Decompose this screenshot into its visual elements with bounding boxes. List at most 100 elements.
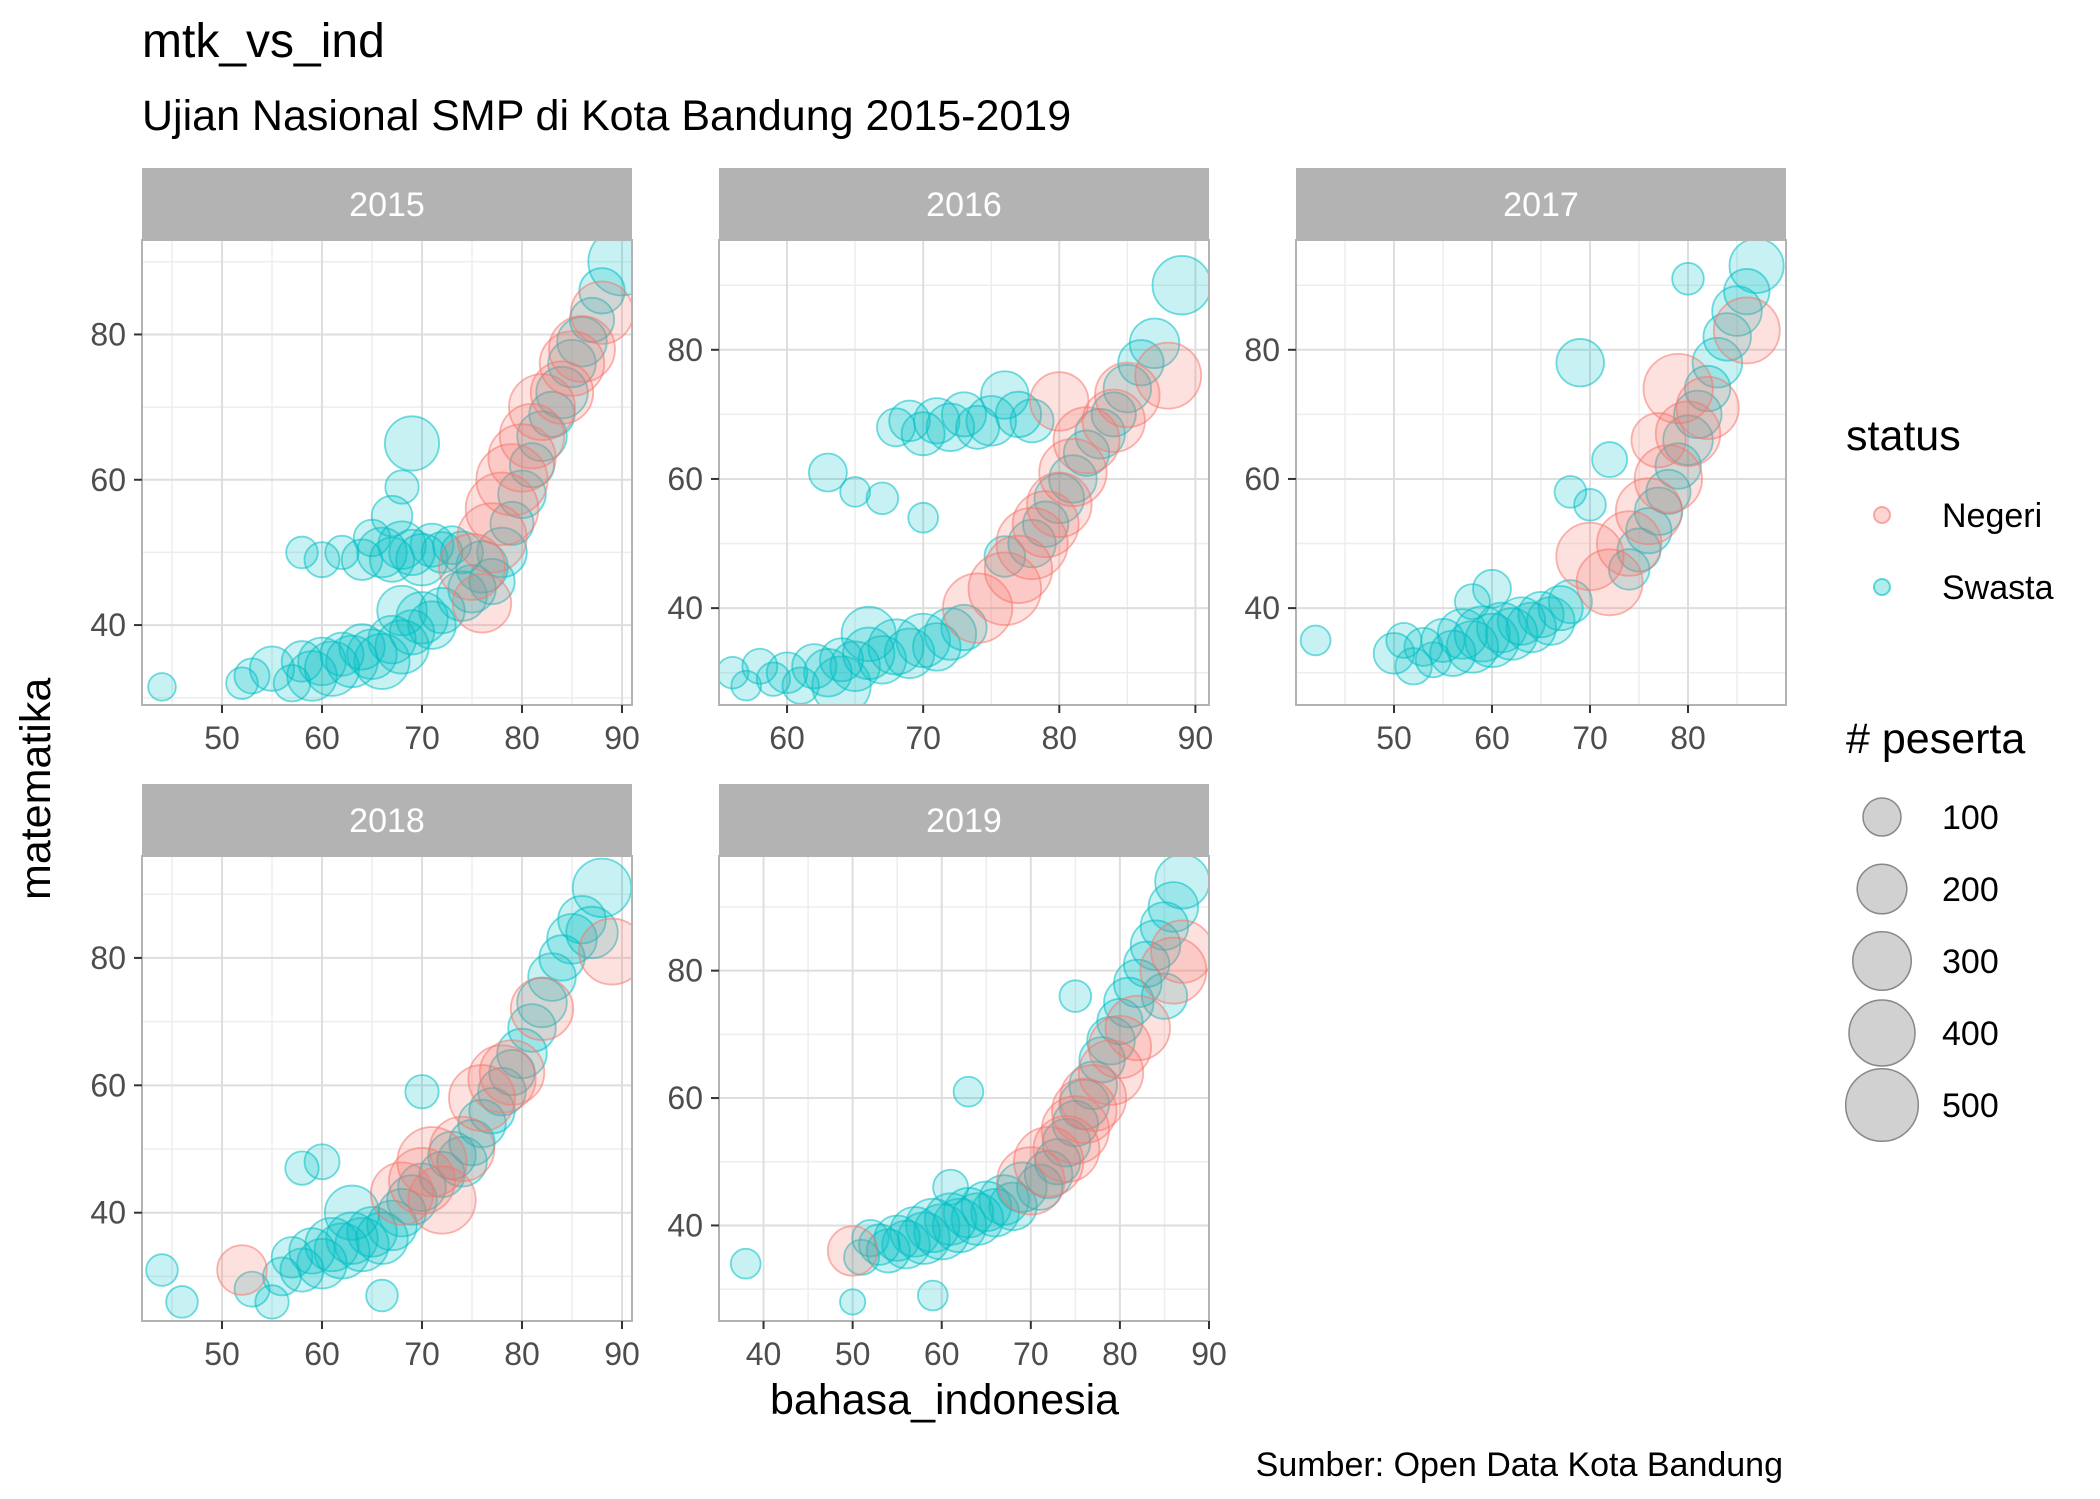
data-point-swasta xyxy=(1062,429,1111,477)
data-point-swasta xyxy=(950,1192,1005,1246)
data-point-negeri xyxy=(369,1161,435,1226)
data-point-swasta xyxy=(807,452,848,493)
data-point-swasta xyxy=(376,584,428,637)
y-tick-label: 40 xyxy=(90,1195,126,1231)
data-point-swasta xyxy=(1453,605,1511,663)
x-tick-label: 60 xyxy=(1474,720,1510,756)
x-tick-label: 80 xyxy=(504,720,540,756)
y-tick-label: 60 xyxy=(90,1067,126,1103)
data-point-negeri xyxy=(1040,1095,1110,1165)
panel-border xyxy=(718,239,1210,706)
data-point-swasta xyxy=(1553,475,1588,509)
panel-background xyxy=(142,240,632,705)
chart-title: mtk_vs_ind xyxy=(142,15,385,68)
data-point-swasta xyxy=(839,476,871,508)
x-tick-label: 80 xyxy=(504,1336,540,1372)
x-tick-label: 60 xyxy=(304,720,340,756)
data-point-negeri xyxy=(448,1064,516,1132)
x-tick-label: 40 xyxy=(746,1336,782,1372)
data-point-negeri xyxy=(1059,1064,1128,1132)
data-point-swasta xyxy=(370,494,414,538)
points-layer xyxy=(719,255,1209,705)
data-point-swasta xyxy=(913,1203,971,1261)
data-point-negeri xyxy=(1038,437,1108,508)
data-point-negeri xyxy=(578,917,632,986)
data-point-swasta xyxy=(1048,454,1098,504)
data-point-swasta xyxy=(1591,441,1629,479)
data-point-swasta xyxy=(323,1184,381,1241)
x-tick-label: 50 xyxy=(835,1336,871,1372)
data-point-swasta xyxy=(888,399,931,443)
facet-strip-label: 2015 xyxy=(349,186,425,224)
data-point-swasta xyxy=(1394,647,1433,686)
legend-label-negeri: Negeri xyxy=(1942,497,2042,535)
x-tick-label: 70 xyxy=(905,720,941,756)
data-point-swasta xyxy=(383,415,441,472)
x-tick-label: 80 xyxy=(1041,720,1077,756)
data-point-swasta xyxy=(1555,338,1605,388)
data-point-swasta xyxy=(384,469,420,505)
x-tick-label: 60 xyxy=(304,1336,340,1372)
data-point-negeri xyxy=(1596,510,1663,577)
y-tick-label: 40 xyxy=(1244,590,1280,626)
data-point-negeri xyxy=(428,1115,496,1183)
data-point-swasta xyxy=(254,1284,290,1320)
x-tick-label: 80 xyxy=(1670,720,1706,756)
data-point-swasta xyxy=(1476,601,1528,654)
data-point-negeri xyxy=(569,280,632,345)
data-point-swasta xyxy=(940,391,988,438)
data-point-swasta xyxy=(1009,398,1055,444)
data-point-swasta xyxy=(1573,488,1607,522)
data-point-negeri xyxy=(942,572,1014,644)
panel-border xyxy=(1295,239,1787,706)
legend-key-negeri xyxy=(1873,506,1891,524)
data-point-negeri xyxy=(1654,400,1722,467)
data-point-negeri xyxy=(967,551,1043,626)
data-point-negeri xyxy=(1134,341,1203,410)
data-point-swasta xyxy=(165,1285,199,1319)
data-point-swasta xyxy=(730,669,763,702)
legend-key-swasta xyxy=(1873,578,1891,596)
data-point-swasta xyxy=(1102,363,1153,414)
data-point-swasta xyxy=(839,1288,867,1316)
facet-strip-label: 2019 xyxy=(926,802,1002,840)
data-point-swasta xyxy=(791,643,838,690)
data-point-swasta xyxy=(303,541,341,579)
x-tick-label: 70 xyxy=(404,720,440,756)
panel-background xyxy=(142,856,632,1321)
data-point-negeri xyxy=(456,502,528,574)
data-point-swasta xyxy=(1702,312,1752,362)
legend-size-label: 200 xyxy=(1942,871,1999,909)
y-tick-label: 60 xyxy=(1244,461,1280,497)
facet-strip-bg xyxy=(142,168,632,240)
chart-subtitle: Ujian Nasional SMP di Kota Bandung 2015-… xyxy=(142,92,1072,140)
data-point-negeri xyxy=(826,1225,879,1277)
data-point-swasta xyxy=(319,631,365,677)
x-tick-label: 70 xyxy=(404,1336,440,1372)
data-point-negeri xyxy=(1087,1015,1153,1080)
data-point-swasta xyxy=(1058,979,1093,1013)
data-point-swasta xyxy=(719,655,750,690)
data-point-swasta xyxy=(907,501,939,534)
x-tick-label: 50 xyxy=(204,1336,240,1372)
legend-size-key xyxy=(1848,999,1916,1067)
data-point-negeri xyxy=(983,534,1054,604)
facet-strip-label: 2017 xyxy=(1503,186,1579,224)
data-point-negeri xyxy=(995,506,1069,581)
data-point-swasta xyxy=(365,1278,399,1313)
data-point-swasta xyxy=(1090,391,1137,438)
data-point-swasta xyxy=(1662,414,1714,466)
data-point-swasta xyxy=(1299,624,1332,657)
data-point-swasta xyxy=(334,1216,390,1273)
data-point-swasta xyxy=(1728,240,1785,294)
x-tick-label: 50 xyxy=(204,720,240,756)
legend-size-key xyxy=(1844,1067,1920,1143)
chart-caption: Sumber: Open Data Kota Bandung xyxy=(1255,1446,1783,1484)
y-tick-label: 40 xyxy=(90,607,126,643)
legend-size-label: 500 xyxy=(1942,1087,1999,1125)
data-point-swasta xyxy=(923,1192,978,1246)
data-point-negeri xyxy=(538,330,606,397)
data-point-swasta xyxy=(1517,590,1565,639)
data-point-swasta xyxy=(145,1253,179,1287)
data-point-negeri xyxy=(1081,388,1146,453)
